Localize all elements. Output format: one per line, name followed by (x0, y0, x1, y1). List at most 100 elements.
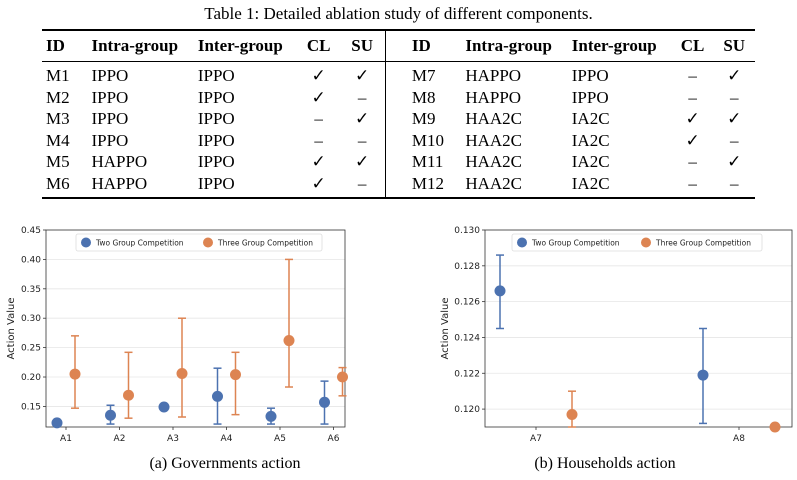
table-cell: M2 (46, 87, 70, 107)
x-tick-label: A7 (530, 434, 542, 444)
data-point (230, 369, 241, 381)
data-point (176, 367, 188, 379)
table-cell: – (357, 87, 367, 107)
table-cell: ✓ (355, 152, 370, 172)
table-cell: M6 (46, 173, 70, 193)
table-cell: IPPO (197, 130, 235, 150)
header-inter-group: Inter-group (197, 36, 283, 55)
x-tick-label: A1 (60, 434, 72, 444)
table-cell: M7 (384, 61, 462, 87)
table-cell: ✓ (727, 109, 742, 129)
table-cell: M10 (384, 129, 462, 151)
table-cell: – (729, 173, 739, 193)
data-point (123, 389, 134, 401)
table-cell: IPPO (571, 66, 609, 86)
header-cl-2: CL (680, 36, 705, 55)
plot-frame (484, 229, 793, 428)
table-row: M5 HAPPO IPPO ✓ ✓ M11 HAA2C IA2C – ✓ (42, 151, 755, 173)
table-cell: HAA2C (465, 130, 523, 150)
header-cl: CL (306, 36, 331, 55)
table-cell: M4 (46, 130, 70, 150)
table-caption: Table 1: Detailed ablation study of diff… (204, 4, 593, 23)
x-tick-label: A3 (167, 434, 179, 444)
table-row: M1 IPPO IPPO ✓ ✓ M7 HAPPO IPPO – ✓ (42, 61, 755, 87)
table-cell: ✓ (685, 109, 700, 129)
header-intra-group-2: Intra-group (465, 36, 552, 55)
table-row: M2 IPPO IPPO ✓ – M8 HAPPO IPPO – – (42, 86, 755, 108)
data-point (265, 410, 277, 422)
table-cell: IPPO (197, 173, 235, 193)
chart-households-action: 0.120 0.122 0.124 0.126 0.128 0.130 A7 A8 Action… (408, 218, 797, 450)
caption-households: (b) Households action (534, 455, 676, 472)
table-cell: M5 (46, 152, 70, 172)
header-intra-group: Intra-group (91, 36, 179, 55)
y-axis-label: Action Value (440, 298, 451, 360)
x-tick-label: A6 (328, 434, 340, 444)
y-tick-label: 0.30 (21, 314, 41, 324)
data-point (105, 409, 116, 421)
header-id-2: ID (384, 30, 462, 62)
chart-svg: 0.120 0.122 0.124 0.126 0.128 0.130 A7 A8 Action… (440, 226, 793, 444)
chart-governments-action: 0.15 0.20 0.25 0.30 0.35 0.40 0.45 A1 A2 A3 A4 A5 A6… (0, 218, 390, 450)
table-header-row: ID Intra-group Inter-group CL SU ID Intr… (42, 30, 755, 62)
header-id: ID (46, 36, 65, 55)
y-tick-label: 0.15 (21, 402, 41, 412)
table-cell: IA2C (571, 173, 610, 193)
table-cell: – (688, 66, 697, 86)
table-cell: IA2C (571, 109, 610, 129)
table-cell: M9 (384, 108, 462, 130)
x-tick-label: A5 (274, 434, 286, 444)
data-point (283, 335, 295, 347)
caption-governments: (a) Governments action (149, 455, 301, 472)
legend-label: Three Group Competition (655, 239, 751, 248)
table-cell: IPPO (91, 87, 129, 107)
y-tick-label: 0.128 (454, 262, 480, 272)
table-cell: – (357, 173, 367, 193)
data-point (697, 369, 709, 381)
table-cell: ✓ (311, 66, 326, 86)
legend-box (511, 233, 763, 252)
table-cell: – (314, 109, 323, 129)
table-cell: M8 (384, 86, 462, 108)
table-cell: ✓ (727, 66, 742, 86)
y-tick-label: 0.120 (454, 405, 480, 415)
table-row: M4 IPPO IPPO – – M10 HAA2C IA2C ✓ – (42, 129, 755, 151)
data-point (566, 408, 578, 420)
table-cell: ✓ (311, 87, 326, 107)
table-cell: IPPO (91, 109, 129, 129)
table-cell: IPPO (197, 66, 235, 86)
x-tick-label: A4 (221, 434, 233, 444)
table-cell: ✓ (355, 109, 370, 129)
y-tick-label: 0.40 (21, 255, 41, 265)
data-point (769, 421, 781, 433)
legend-marker (641, 237, 651, 248)
y-tick-label: 0.20 (21, 373, 41, 383)
table-cell: – (688, 87, 697, 107)
legend-label: Three Group Competition (217, 239, 313, 248)
table-cell: HAA2C (465, 152, 523, 172)
table-cell: ✓ (355, 66, 370, 86)
x-tick-label: A2 (114, 434, 126, 444)
table-cell: ✓ (685, 130, 700, 150)
data-point (158, 401, 170, 413)
table-cell: – (688, 152, 697, 172)
table-cell: – (729, 87, 739, 107)
table-cell: M1 (46, 66, 70, 86)
table-cell: IPPO (197, 109, 235, 129)
y-tick-label: 0.122 (454, 369, 480, 379)
legend-box (75, 233, 323, 252)
chart-svg: 0.15 0.20 0.25 0.30 0.35 0.40 0.45 A1 A2 A3 A4 A5 A6… (6, 226, 348, 444)
table-cell: M12 (384, 172, 462, 198)
legend-marker (517, 237, 527, 248)
header-su-2: SU (723, 36, 746, 55)
table-row: M6 HAPPO IPPO ✓ – M12 HAA2C IA2C – – (42, 172, 755, 198)
table-cell: ✓ (727, 152, 742, 172)
table-cell: – (357, 130, 367, 150)
table-cell: HAPPO (91, 152, 148, 172)
table-cell: IA2C (571, 152, 610, 172)
table-cell: ✓ (311, 173, 326, 193)
table-cell: – (688, 173, 697, 193)
table-cell: IPPO (91, 130, 129, 150)
data-point (337, 371, 348, 383)
data-point (494, 285, 506, 297)
